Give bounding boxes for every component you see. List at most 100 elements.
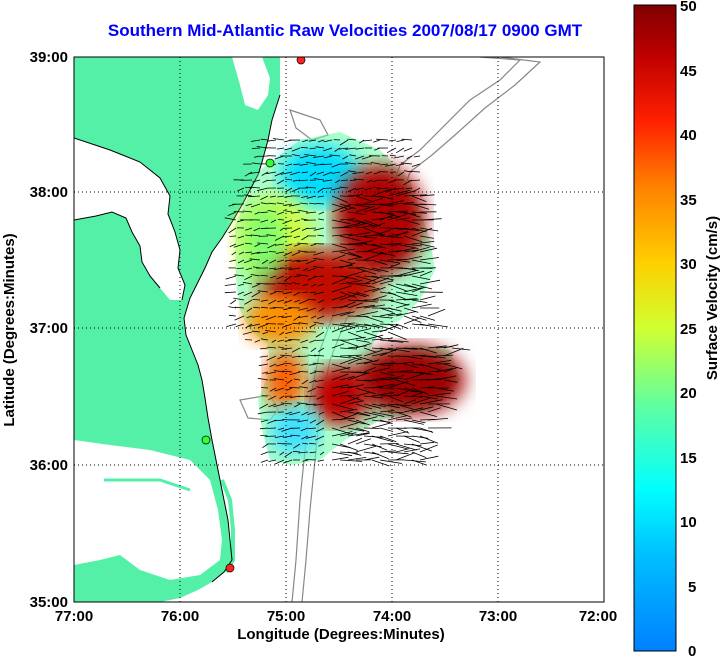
velocity-vector (387, 431, 409, 437)
velocity-vector (238, 251, 245, 255)
velocity-vector (259, 427, 269, 430)
velocity-vector (225, 275, 237, 280)
colorbar-tick-label: 40 (680, 127, 697, 144)
velocity-vector (288, 307, 301, 309)
velocity-vector (411, 275, 431, 280)
velocity-vector (347, 203, 370, 208)
velocity-vector (298, 395, 309, 397)
velocity-vector (339, 311, 355, 317)
velocity-vector (277, 355, 285, 360)
velocity-vector (410, 171, 421, 173)
velocity-vector (316, 386, 325, 389)
velocity-vector (443, 379, 458, 383)
velocity-vector (339, 259, 353, 265)
velocity-vector (371, 337, 393, 341)
velocity-vector (349, 154, 357, 157)
velocity-vector (307, 298, 317, 301)
velocity-vector (316, 171, 325, 175)
velocity-vector (285, 411, 293, 415)
velocity-vector (419, 427, 434, 433)
velocity-vector (309, 323, 317, 328)
velocity-vector (403, 395, 423, 398)
velocity-vector (279, 227, 285, 232)
velocity-vector (283, 251, 293, 257)
radar-sites (201, 57, 306, 573)
velocity-vector (269, 267, 277, 270)
velocity-vector (316, 339, 325, 341)
velocity-vector (373, 139, 381, 143)
velocity-vector (387, 242, 403, 245)
velocity-vector (331, 285, 352, 293)
velocity-vector (258, 363, 269, 367)
velocity-vector (315, 435, 325, 441)
velocity-vector (254, 243, 261, 247)
velocity-vector (379, 251, 396, 257)
velocity-vector (315, 427, 325, 433)
velocity-vector (347, 302, 364, 309)
velocity-vector (339, 243, 363, 246)
velocity-vector (395, 411, 412, 418)
velocity-vector (265, 330, 277, 333)
velocity-vector (237, 291, 245, 295)
velocity-vector (379, 348, 398, 357)
velocity-vector (243, 259, 253, 264)
velocity-vector (309, 147, 317, 150)
velocity-vector (331, 219, 351, 225)
velocity-vector (371, 392, 395, 397)
velocity-vector (347, 251, 363, 258)
velocity-vector (269, 387, 277, 392)
velocity-vector (228, 306, 237, 309)
velocity-vector (403, 243, 422, 247)
velocity-vector (318, 211, 325, 215)
velocity-vector (395, 190, 416, 197)
velocity-vector (307, 387, 317, 393)
velocity-vector (224, 291, 237, 294)
velocity-vector (387, 339, 409, 343)
velocity-vector (419, 347, 438, 354)
velocity-vector (331, 324, 351, 333)
velocity-vector (427, 345, 447, 349)
velocity-vector (234, 274, 245, 277)
velocity-vector (331, 195, 348, 203)
velocity-vector (305, 211, 317, 214)
velocity-vector (259, 355, 269, 358)
velocity-vector (387, 395, 404, 403)
velocity-vector (274, 459, 285, 465)
velocity-vector (411, 163, 421, 167)
velocity-vector (339, 347, 358, 350)
velocity-vector (319, 451, 325, 456)
velocity-vector (403, 448, 421, 453)
velocity-vector (246, 315, 253, 319)
velocity-vector (238, 283, 245, 287)
colorbar-ticks: 50 45 40 35 30 25 20 15 10 5 0 (680, 0, 697, 659)
velocity-vector (352, 171, 365, 175)
velocity-vector (277, 179, 285, 185)
velocity-vector (371, 411, 394, 417)
velocity-vector (251, 147, 261, 149)
velocity-vector (355, 147, 365, 150)
velocity-vector (260, 299, 269, 302)
velocity-vector (313, 370, 325, 373)
velocity-vector (237, 187, 245, 192)
velocity-vector (244, 194, 253, 197)
velocity-vector (285, 178, 293, 181)
velocity-vector (371, 203, 394, 207)
velocity-vector (331, 456, 349, 461)
velocity-vector (285, 163, 293, 166)
velocity-vector (312, 362, 325, 365)
velocity-vector (293, 378, 301, 381)
velocity-vector (403, 256, 423, 261)
x-tick-label: 73:00 (479, 608, 517, 625)
delaware-bay (232, 57, 270, 110)
velocity-vector (293, 315, 301, 321)
velocity-vector (267, 210, 277, 213)
velocity-vector (334, 179, 341, 184)
velocity-vector (403, 298, 419, 301)
velocity-vector (355, 187, 365, 191)
velocity-vector (283, 291, 293, 295)
velocity-vector (252, 299, 261, 301)
velocity-vector (363, 331, 384, 339)
velocity-vector (317, 234, 325, 237)
velocity-vector (411, 406, 434, 413)
velocity-vector (371, 243, 387, 249)
